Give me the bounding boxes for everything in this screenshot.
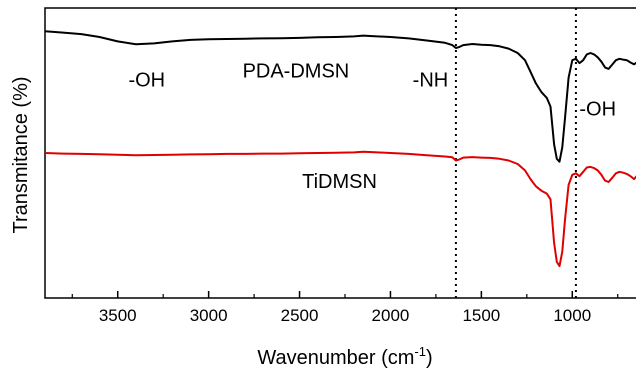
x-tick-label: 3500 [99, 306, 137, 325]
series-layer [45, 30, 636, 268]
x-axis-title-superscript: -1 [414, 344, 426, 359]
series-line-tidmsn [45, 150, 636, 268]
reference-lines [454, 8, 577, 298]
annotation-label: -NH [413, 69, 449, 91]
annotation-label: -OH [128, 69, 165, 91]
x-ticks: 3500 3000 2500 2000 1500 1000 [71, 291, 619, 325]
annotation-label: PDA-DMSN [243, 61, 350, 83]
x-tick-label: 2000 [372, 306, 410, 325]
x-tick-label: 1000 [553, 306, 591, 325]
series-line-pda-dmsn [45, 30, 636, 163]
x-tick-label: 2500 [281, 306, 319, 325]
x-axis-title: Wavenumber (cm-1) [257, 344, 432, 369]
x-tick-label: 3000 [190, 306, 228, 325]
x-tick-label: 1500 [462, 306, 500, 325]
y-axis-title: Transmitance (%) [10, 76, 32, 233]
annotation-label: TiDMSN [302, 171, 377, 193]
annotations: -OH PDA-DMSN -NH -OH TiDMSN [128, 61, 616, 193]
annotation-label: -OH [579, 98, 616, 120]
